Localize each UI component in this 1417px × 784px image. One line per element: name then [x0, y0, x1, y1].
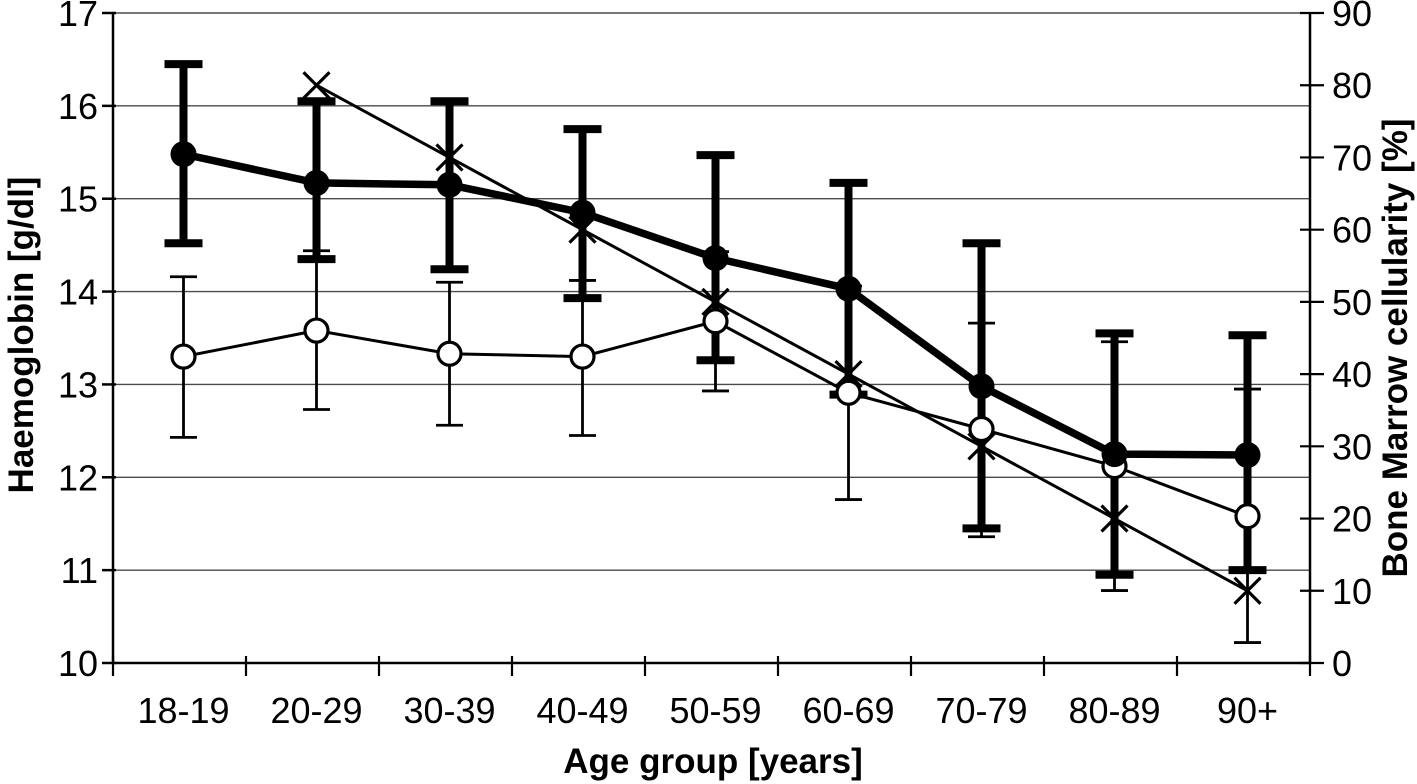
x-tick-label: 60-69: [802, 690, 894, 731]
x-tick-label: 90+: [1217, 690, 1278, 731]
y-right-tick-label: 0: [1332, 643, 1352, 684]
marker-filled-circle: [303, 169, 330, 196]
marker-x-icon: [435, 143, 464, 172]
x-axis-title: Age group [years]: [563, 742, 863, 781]
y-left-tick-label: 11: [61, 550, 98, 591]
marker-open-circle: [170, 343, 197, 370]
series-line-bone-marrow-cellularity-x: [315, 83, 1249, 593]
x-tick-label: 18-19: [137, 690, 229, 731]
marker-x-icon: [701, 287, 730, 317]
y-right-tick-label: 40: [1332, 354, 1372, 395]
y-right-tick-label: 50: [1332, 282, 1372, 323]
marker-filled-circle: [835, 275, 862, 302]
y-right-tick-label: 60: [1332, 210, 1372, 251]
x-tick-label: 50-59: [669, 690, 761, 731]
y-left-tick-label: 12: [58, 457, 98, 498]
marker-open-circle: [835, 379, 862, 406]
marker-filled-circle: [968, 373, 995, 400]
marker-filled-circle: [1234, 442, 1261, 468]
y-left-tick-label: 13: [58, 364, 98, 405]
y-right-tick-label: 10: [1332, 571, 1372, 612]
y-axis-right-title: Bone Marrow cellularity [%]: [1376, 118, 1415, 578]
marker-open-circle: [303, 317, 330, 344]
marker-filled-circle: [1101, 441, 1128, 468]
y-left-tick-label: 17: [58, 0, 98, 34]
y-left-tick-label: 16: [58, 86, 98, 127]
x-tick-label: 70-79: [935, 690, 1027, 731]
y-axis-left-title: Haemoglobin [g/dl]: [2, 176, 41, 494]
x-tick-label: 30-39: [403, 690, 495, 731]
y-right-tick-label: 80: [1332, 65, 1372, 106]
marker-x-icon: [1100, 504, 1129, 533]
marker-x-icon: [302, 71, 331, 100]
y-right-tick-label: 20: [1332, 499, 1372, 540]
marker-open-circle: [436, 340, 463, 367]
marker-filled-circle: [702, 245, 729, 272]
y-right-tick-label: 30: [1332, 426, 1372, 467]
marker-x-icon: [834, 359, 863, 389]
x-tick-label: 80-89: [1068, 690, 1160, 731]
y-left-tick-label: 14: [58, 272, 98, 313]
marker-open-circle: [968, 415, 995, 443]
marker-filled-circle: [170, 141, 197, 168]
x-tick-label: 40-49: [536, 690, 628, 731]
y-right-tick-label: 70: [1332, 137, 1372, 178]
marker-open-circle: [569, 343, 596, 370]
marker-filled-circle: [436, 171, 463, 198]
marker-x-icon: [1233, 576, 1262, 605]
y-left-tick-label: 10: [58, 643, 98, 684]
x-tick-label: 20-29: [270, 690, 362, 731]
y-right-tick-label: 90: [1332, 0, 1372, 34]
y-left-tick-label: 15: [58, 179, 98, 220]
marker-open-circle: [702, 308, 729, 335]
marker-open-circle: [1234, 503, 1261, 530]
marker-filled-circle: [569, 199, 596, 226]
